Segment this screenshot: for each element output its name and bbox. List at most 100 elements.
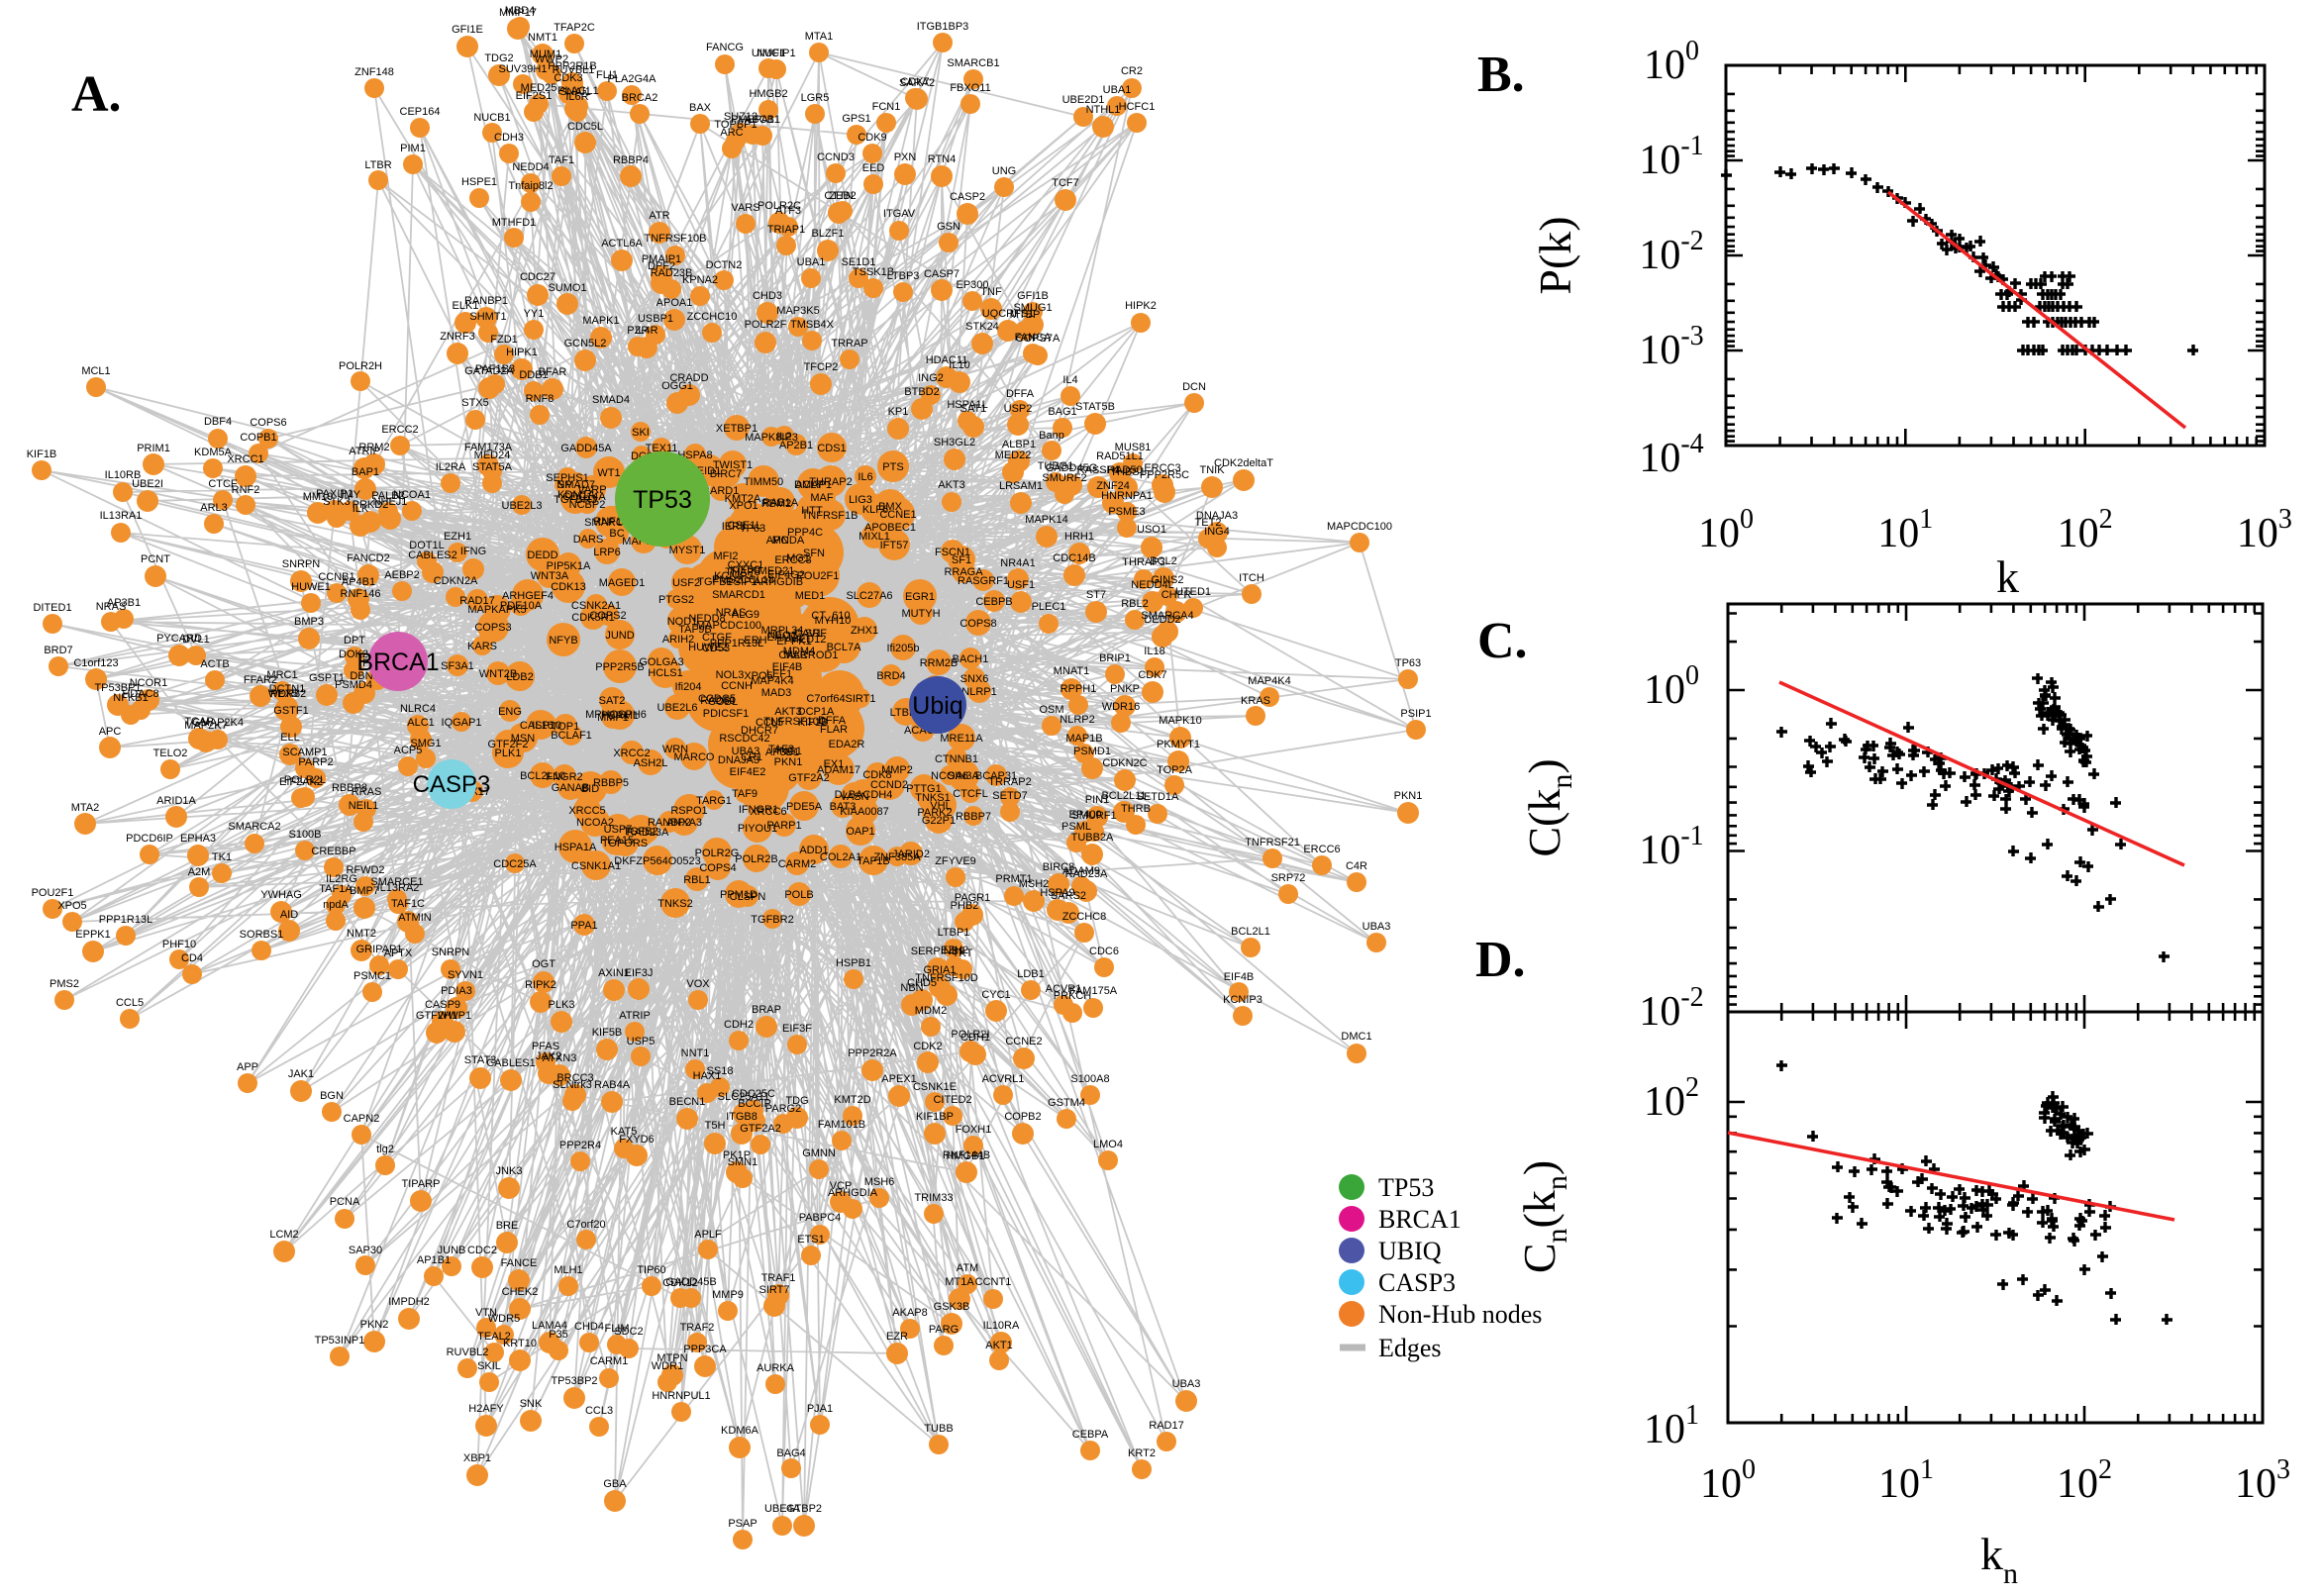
svg-text:P35: P35: [549, 1329, 568, 1341]
svg-text:WT1: WT1: [597, 467, 620, 479]
svg-text:PTS: PTS: [882, 461, 903, 473]
svg-text:PDE5A: PDE5A: [786, 801, 823, 813]
svg-text:PMEPA1: PMEPA1: [731, 114, 774, 126]
svg-text:100: 100: [1698, 504, 1754, 556]
svg-text:NMT2: NMT2: [347, 928, 376, 940]
svg-text:BRIP1: BRIP1: [1099, 652, 1131, 664]
svg-text:RAD23A: RAD23A: [627, 827, 669, 839]
svg-text:CDC2: CDC2: [467, 1245, 497, 1256]
svg-text:MNDA: MNDA: [772, 535, 805, 547]
svg-text:MAPK8IP3: MAPK8IP3: [745, 432, 798, 444]
svg-text:USP7: USP7: [604, 824, 633, 836]
svg-text:CHD3: CHD3: [753, 290, 782, 302]
svg-text:AP3B1: AP3B1: [765, 747, 799, 758]
svg-text:RRAS: RRAS: [352, 786, 382, 798]
svg-text:k: k: [1996, 551, 2019, 602]
svg-text:HSPA1L: HSPA1L: [947, 399, 987, 411]
svg-text:CDK9: CDK9: [858, 132, 886, 144]
svg-text:C4R: C4R: [1346, 860, 1367, 872]
svg-text:UBE4A: UBE4A: [764, 1503, 801, 1515]
svg-text:MUS81: MUS81: [1115, 442, 1152, 453]
svg-text:MRC1: MRC1: [266, 669, 297, 681]
svg-text:TFAP2C: TFAP2C: [554, 22, 595, 34]
svg-text:NEIL1: NEIL1: [349, 800, 379, 812]
svg-text:STK3: STK3: [323, 496, 351, 508]
svg-text:HSPA1A: HSPA1A: [555, 842, 597, 853]
svg-text:GSN: GSN: [937, 221, 960, 233]
svg-text:ARL3: ARL3: [200, 502, 228, 514]
svg-text:ADD1: ADD1: [799, 845, 828, 856]
svg-text:IFNG: IFNG: [460, 546, 486, 557]
svg-text:AP2B1: AP2B1: [779, 440, 813, 451]
svg-text:ATXN3: ATXN3: [543, 1052, 577, 1064]
svg-text:SRP72: SRP72: [1271, 872, 1306, 884]
svg-text:SUMO1: SUMO1: [548, 282, 586, 294]
svg-text:IER3: IER3: [722, 521, 746, 533]
svg-text:BRE: BRE: [496, 1220, 519, 1232]
svg-text:MAP4K4: MAP4K4: [751, 675, 793, 687]
svg-text:CDH1: CDH1: [960, 1032, 990, 1044]
svg-text:ADAM17: ADAM17: [817, 764, 860, 776]
svg-text:NEDD4L: NEDD4L: [1131, 579, 1173, 591]
svg-text:RAD50: RAD50: [1107, 464, 1142, 476]
svg-text:EHMT2: EHMT2: [766, 632, 803, 644]
svg-text:MNAT1: MNAT1: [1054, 665, 1089, 677]
svg-text:EZR: EZR: [886, 1331, 908, 1343]
svg-text:CASP10: CASP10: [520, 720, 561, 732]
svg-text:SMURF2: SMURF2: [1042, 472, 1086, 484]
svg-text:IFNGR1: IFNGR1: [739, 804, 778, 816]
svg-text:BRCA1: BRCA1: [356, 648, 439, 676]
svg-text:DLBACDH4: DLBACDH4: [835, 789, 893, 801]
svg-text:TAF9B: TAF9B: [678, 624, 711, 636]
svg-text:CSNK1A1: CSNK1A1: [571, 860, 621, 872]
svg-text:POLR2B: POLR2B: [735, 853, 777, 865]
svg-text:UQCRFS1: UQCRFS1: [982, 308, 1035, 320]
svg-text:SDC2: SDC2: [614, 1326, 643, 1338]
svg-text:WDR82: WDR82: [268, 688, 307, 700]
svg-text:NR4A1: NR4A1: [1000, 557, 1035, 569]
svg-text:NLRP2: NLRP2: [1060, 714, 1094, 726]
svg-text:MED25: MED25: [521, 82, 557, 94]
svg-text:CASP3: CASP3: [413, 771, 491, 798]
svg-text:MTPN: MTPN: [656, 1352, 687, 1364]
svg-text:EIF2AK2: EIF2AK2: [279, 776, 323, 788]
svg-text:RANBP1: RANBP1: [464, 295, 508, 307]
svg-text:RPPH1: RPPH1: [1060, 683, 1097, 695]
svg-text:CXXC1: CXXC1: [728, 559, 764, 571]
svg-text:PSME3: PSME3: [1108, 506, 1145, 518]
svg-text:AID: AID: [280, 909, 298, 921]
svg-text:UBA3: UBA3: [1172, 1378, 1201, 1390]
svg-text:ELK1: ELK1: [453, 300, 479, 312]
svg-text:BID: BID: [581, 783, 599, 795]
svg-text:TP53: TP53: [1378, 1173, 1434, 1202]
svg-text:EPPK1: EPPK1: [776, 636, 811, 648]
svg-text:C1orf123: C1orf123: [73, 657, 118, 669]
svg-text:ITCH: ITCH: [1239, 572, 1264, 584]
svg-text:VARS: VARS: [731, 202, 759, 214]
svg-text:CDK12: CDK12: [662, 1277, 697, 1289]
svg-text:BRCA2: BRCA2: [622, 92, 658, 104]
svg-text:BIRC7: BIRC7: [710, 468, 742, 480]
svg-text:ING1: ING1: [776, 746, 802, 757]
svg-text:APC: APC: [766, 535, 789, 547]
svg-text:XPO5: XPO5: [57, 900, 86, 912]
svg-text:TGFB1: TGFB1: [697, 576, 732, 588]
svg-text:DARS: DARS: [573, 534, 604, 546]
svg-text:TAF1C: TAF1C: [391, 898, 425, 910]
svg-text:KDM1A: KDM1A: [557, 489, 596, 501]
svg-text:COPB2: COPB2: [1004, 1111, 1041, 1123]
svg-text:CDC14B: CDC14B: [1053, 552, 1095, 564]
svg-text:Cn(kn): Cn(kn): [1514, 1160, 1573, 1273]
svg-text:NEDD8: NEDD8: [688, 613, 725, 625]
svg-text:SAT2: SAT2: [599, 695, 626, 707]
svg-text:PPP3CA: PPP3CA: [683, 1344, 727, 1355]
svg-text:TRIM33: TRIM33: [914, 1192, 953, 1204]
svg-text:FSCN1: FSCN1: [935, 547, 970, 558]
svg-text:WNT2B: WNT2B: [479, 668, 518, 680]
svg-text:XRCC2: XRCC2: [613, 748, 650, 759]
svg-text:KMT2A: KMT2A: [725, 493, 761, 505]
svg-text:PXN: PXN: [894, 151, 917, 163]
svg-text:CHFR: CHFR: [1162, 589, 1192, 601]
svg-text:PLA2G4A: PLA2G4A: [608, 73, 657, 85]
svg-text:TDG2: TDG2: [484, 52, 513, 64]
